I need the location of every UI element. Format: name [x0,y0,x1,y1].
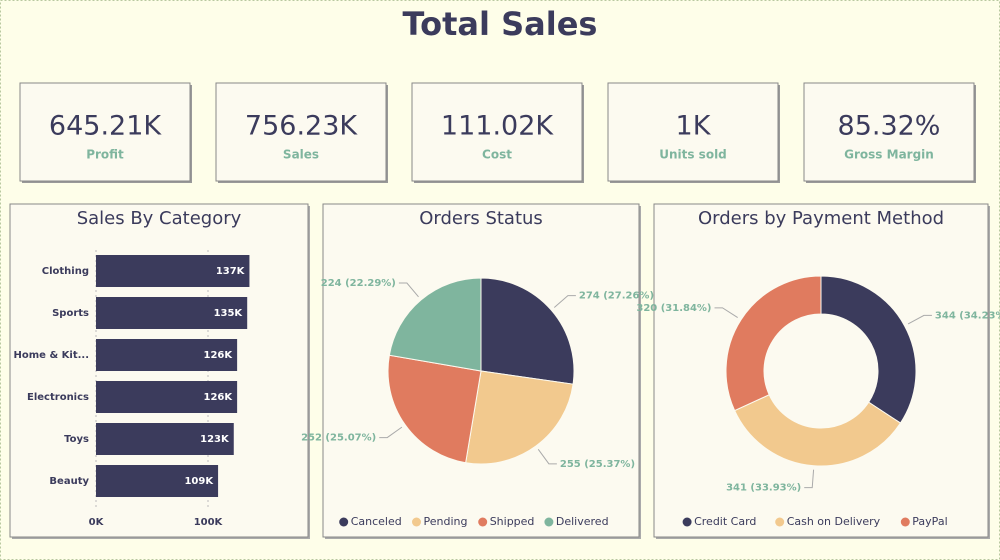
data-label: 224 (22.29%) [321,278,396,289]
legend-marker [544,517,554,527]
legend-label: Cash on Delivery [787,515,881,528]
y-tick-label: Home & Kit... [14,350,89,361]
kpi-card [411,82,583,182]
x-tick-label: 100K [194,517,224,528]
kpi-card [19,82,191,182]
slice [480,277,575,385]
slice [388,277,482,372]
legend-marker [478,517,488,527]
data-label: 320 (31.84%) [636,303,711,314]
chart-title: Orders by Payment Method [698,208,944,229]
data-label: 255 (25.37%) [560,459,635,470]
kpi-label: Profit [86,148,124,162]
chart-title: Orders Status [419,208,543,229]
legend-marker [900,517,910,527]
y-tick-label: Electronics [27,392,89,403]
data-label: 341 (33.93%) [726,483,801,494]
legend-label: Canceled [351,515,402,528]
kpi-card [607,82,779,182]
leader-line [553,295,576,308]
legend-marker [339,517,349,527]
leader-line [537,449,557,465]
y-tick-label: Clothing [42,266,89,277]
kpi-card [803,82,975,182]
leader-line [398,282,419,298]
data-label: 135K [214,308,244,319]
slice [725,275,822,412]
kpi-label: Cost [482,148,512,162]
legend-label: PayPal [912,515,947,528]
bar [96,465,219,497]
data-label: 137K [216,266,246,277]
leader-line [804,469,815,489]
data-label: 109K [184,476,214,487]
kpi-card [215,82,387,182]
data-label: 126K [203,350,233,361]
bar [96,381,238,413]
y-tick-label: Sports [52,308,89,319]
data-label: 126K [203,392,233,403]
leader-line [379,426,403,439]
kpi-value: 645.21K [49,111,162,142]
legend-label: Shipped [490,515,535,528]
slice [465,370,574,465]
bar [96,339,238,371]
x-tick-label: 0K [89,517,105,528]
slice [387,354,482,464]
chart-title: Sales By Category [77,208,242,229]
legend-marker [775,517,785,527]
leader-line [907,314,932,325]
legend-label: Credit Card [694,515,756,528]
y-tick-label: Toys [64,434,89,445]
kpi-value: 111.02K [441,111,554,142]
data-label: 344 (34.23%) [935,310,1000,321]
kpi-label: Gross Margin [844,148,934,162]
data-label: 252 (25.07%) [301,433,376,444]
legend-marker [412,517,421,527]
kpi-label: Units sold [659,148,727,162]
bar [96,297,248,329]
bar [96,423,234,455]
kpi-value: 1K [676,111,712,142]
kpi-label: Sales [283,148,319,162]
legend-label: Delivered [556,515,609,528]
kpi-value: 756.23K [245,111,358,142]
slice [733,394,902,467]
y-tick-label: Beauty [49,476,89,487]
kpi-value: 85.32% [838,111,941,142]
slice [820,275,917,424]
panel [653,203,989,538]
leader-line [714,307,738,318]
dashboard-title: Total Sales [403,5,598,43]
bar [96,255,250,287]
data-label: 274 (27.26%) [579,291,654,302]
legend-marker [682,517,692,527]
data-label: 123K [200,434,230,445]
legend-label: Pending [424,515,468,528]
